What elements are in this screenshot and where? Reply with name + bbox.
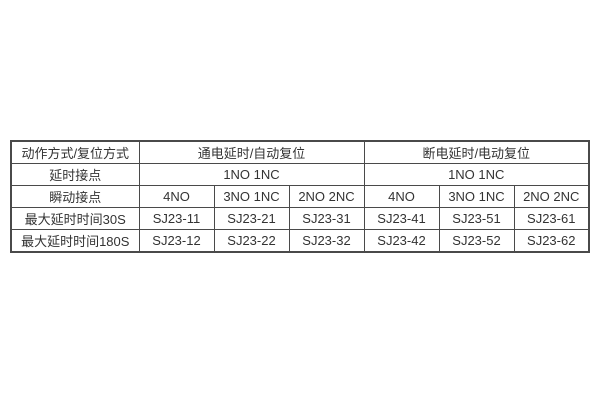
model-cell: SJ23-31 [288, 207, 365, 230]
model-cell: SJ23-62 [513, 229, 590, 253]
model-cell: SJ23-52 [438, 229, 515, 253]
max-delay-180s-label: 最大延时时间180S [10, 229, 140, 253]
max-delay-30s-label: 最大延时时间30S [10, 207, 140, 230]
model-cell: SJ23-11 [138, 207, 215, 230]
model-cell: SJ23-22 [213, 229, 290, 253]
relay-spec-table: 动作方式/复位方式 通电延时/自动复位 断电延时/电动复位 延时接点 1NO 1… [10, 140, 590, 253]
instant-contact-row: 瞬动接点 4NO 3NO 1NC 2NO 2NC 4NO 3NO 1NC 2NO… [10, 185, 590, 208]
instant-contact-cell: 2NO 2NC [288, 185, 365, 208]
model-cell: SJ23-42 [363, 229, 440, 253]
instant-contact-cell: 4NO [138, 185, 215, 208]
model-cell: SJ23-61 [513, 207, 590, 230]
delay-contact-row: 延时接点 1NO 1NC 1NO 1NC [10, 163, 590, 186]
instant-contact-cell: 3NO 1NC [438, 185, 515, 208]
model-cell: SJ23-32 [288, 229, 365, 253]
delay-contact-label: 延时接点 [10, 163, 140, 186]
action-reset-mode-header: 动作方式/复位方式 [10, 140, 140, 164]
max-delay-180s-row: 最大延时时间180S SJ23-12 SJ23-22 SJ23-32 SJ23-… [10, 229, 590, 253]
power-on-delay-group-header: 通电延时/自动复位 [138, 140, 365, 164]
model-cell: SJ23-41 [363, 207, 440, 230]
model-cell: SJ23-21 [213, 207, 290, 230]
power-off-delay-group-header: 断电延时/电动复位 [363, 140, 590, 164]
header-row: 动作方式/复位方式 通电延时/自动复位 断电延时/电动复位 [10, 140, 590, 164]
model-cell: SJ23-12 [138, 229, 215, 253]
max-delay-30s-row: 最大延时时间30S SJ23-11 SJ23-21 SJ23-31 SJ23-4… [10, 207, 590, 230]
instant-contact-cell: 2NO 2NC [513, 185, 590, 208]
instant-contact-cell: 4NO [363, 185, 440, 208]
model-cell: SJ23-51 [438, 207, 515, 230]
delay-contact-power-on-value: 1NO 1NC [138, 163, 365, 186]
instant-contact-label: 瞬动接点 [10, 185, 140, 208]
instant-contact-cell: 3NO 1NC [213, 185, 290, 208]
delay-contact-power-off-value: 1NO 1NC [363, 163, 590, 186]
